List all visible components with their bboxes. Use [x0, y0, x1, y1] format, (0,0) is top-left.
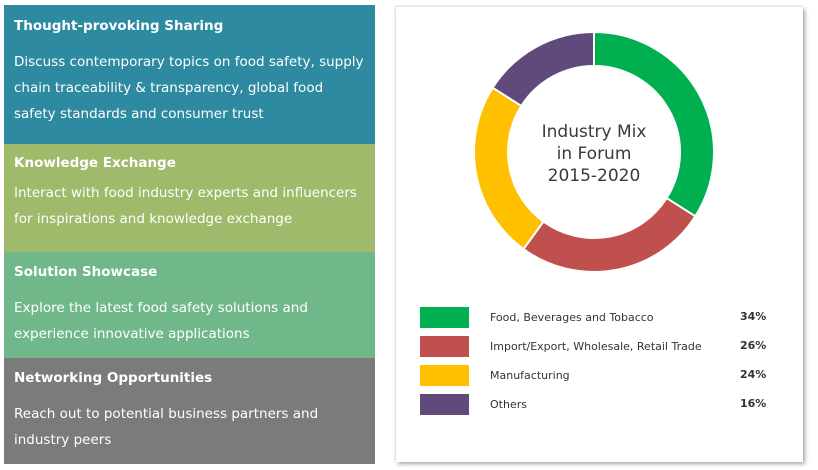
- donut-slice: [522, 196, 697, 273]
- chart-title-line: 2015-2020: [547, 166, 641, 186]
- donut-slice: [593, 30, 715, 218]
- legend-label: Food, Beverages and Tobacco: [490, 311, 654, 324]
- legend-swatch: [420, 307, 469, 328]
- donut-slice: [491, 30, 595, 108]
- legend-percent: 16%: [740, 397, 767, 410]
- legend-percent: 26%: [740, 339, 767, 352]
- legend-percent: 34%: [740, 310, 767, 323]
- donut-chart: [473, 30, 715, 273]
- panel-knowledge-exchange: Knowledge Exchange Interact with food in…: [4, 144, 375, 252]
- industry-mix-chart-card: Industry Mix in Forum 2015-2020 Food, Be…: [396, 7, 803, 462]
- panel-body: Discuss contemporary topics on food safe…: [14, 54, 364, 122]
- legend-percent: 24%: [740, 368, 767, 381]
- panel-title: Thought-provoking Sharing: [14, 18, 224, 34]
- legend-item: Food, Beverages and Tobacco 34%: [420, 307, 780, 336]
- chart-title-line: in Forum: [556, 144, 632, 164]
- panel-body: Explore the latest food safety solutions…: [14, 300, 308, 342]
- chart-legend: Food, Beverages and Tobacco 34% Import/E…: [420, 307, 780, 423]
- panel-title: Knowledge Exchange: [14, 155, 176, 171]
- legend-label: Manufacturing: [490, 369, 570, 382]
- panel-sharing: Thought-provoking Sharing Discuss contem…: [4, 5, 375, 144]
- legend-item: Manufacturing 24%: [420, 365, 780, 394]
- legend-swatch: [420, 336, 469, 357]
- legend-item: Import/Export, Wholesale, Retail Trade 2…: [420, 336, 780, 365]
- panel-title: Networking Opportunities: [14, 370, 213, 386]
- chart-title-line: Industry Mix: [541, 122, 647, 142]
- panel-title: Solution Showcase: [14, 264, 158, 280]
- legend-swatch: [420, 365, 469, 386]
- panel-body: Reach out to potential business partners…: [14, 406, 319, 448]
- legend-label: Import/Export, Wholesale, Retail Trade: [490, 340, 702, 353]
- legend-item: Others 16%: [420, 394, 780, 423]
- legend-swatch: [420, 394, 469, 415]
- features-column: Thought-provoking Sharing Discuss contem…: [4, 5, 375, 464]
- legend-label: Others: [490, 398, 527, 411]
- chart-title: Industry Mix in Forum 2015-2020: [514, 121, 674, 187]
- panel-body: Interact with food industry experts and …: [14, 185, 357, 227]
- panel-solution-showcase: Solution Showcase Explore the latest foo…: [4, 252, 375, 358]
- panel-networking: Networking Opportunities Reach out to po…: [4, 358, 375, 464]
